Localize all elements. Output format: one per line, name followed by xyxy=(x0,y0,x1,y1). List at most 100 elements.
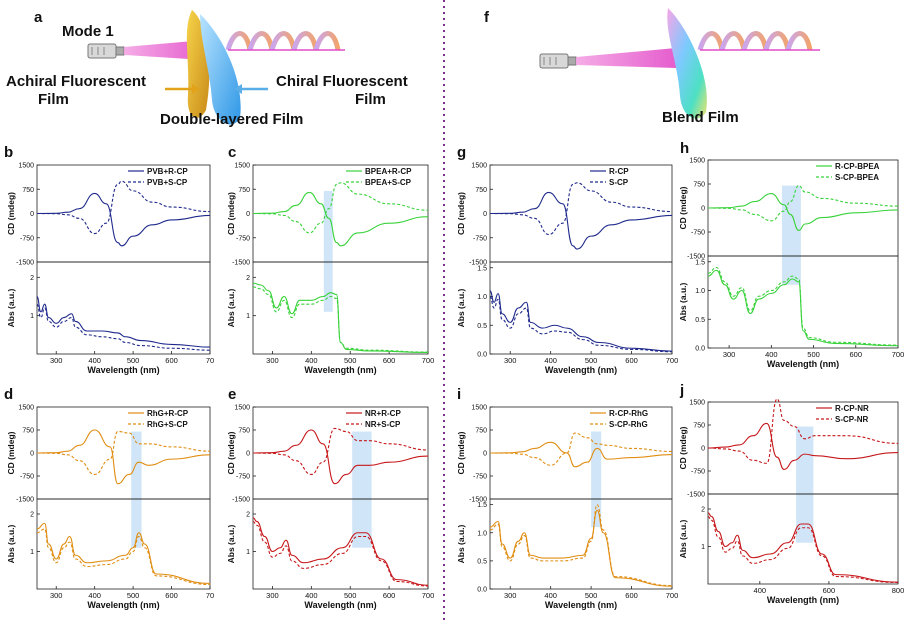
series-line-cd xyxy=(36,192,211,247)
x-tick-label: 500 xyxy=(344,591,357,600)
chart-e: e 1500 750 0 -750 -1500 2 1 300 400 500 600 700 CD (m… xyxy=(226,386,434,610)
x-tick-label: 500 xyxy=(585,356,598,365)
x-tick-label: 800 xyxy=(892,586,905,595)
cd-tick-label: 750 xyxy=(22,428,34,435)
series-line-abs xyxy=(707,512,899,583)
panel-letter-d: d xyxy=(4,386,13,403)
legend-label: RhG+S-CP xyxy=(147,420,188,429)
x-tick-label: 400 xyxy=(544,356,557,365)
cd-tick-label: 750 xyxy=(475,428,487,435)
legend-label: BPEA+S-CP xyxy=(365,178,412,187)
cd-tick-label: 750 xyxy=(238,428,250,435)
legend-label: BPEA+R-CP xyxy=(365,167,412,176)
x-tick-label: 500 xyxy=(344,356,357,365)
cd-tick-label: -1500 xyxy=(687,254,705,261)
series-line-cd xyxy=(489,432,673,466)
x-tick-label: 500 xyxy=(585,591,598,600)
series-line-abs xyxy=(252,286,429,353)
panel-letter-e: e xyxy=(228,386,236,403)
cd-tick-label: -1500 xyxy=(16,260,34,267)
y-axis-label-cd: CD (mdeg) xyxy=(6,192,16,235)
series-line-abs xyxy=(489,290,673,352)
abs-tick-label: 0.0 xyxy=(477,587,487,594)
cd-tick-label: 1500 xyxy=(234,405,250,412)
y-axis-label-abs: Abs (a.u.) xyxy=(678,519,688,558)
x-tick-label: 400 xyxy=(765,350,778,359)
x-tick-label: 500 xyxy=(127,591,140,600)
schematic-blend: f Blend Film xyxy=(484,8,820,126)
abs-tick-label: 1.5 xyxy=(477,265,487,272)
legend-label: S-CP-BPEA xyxy=(835,173,879,182)
abs-tick-label: 1.0 xyxy=(695,288,705,295)
series-line-abs xyxy=(489,509,673,587)
series-line-cd xyxy=(489,182,673,236)
x-tick-label: 600 xyxy=(383,591,396,600)
y-axis-label-abs: Abs (a.u.) xyxy=(456,524,466,563)
series-line-abs xyxy=(36,522,211,584)
highlight-band xyxy=(323,190,333,312)
abs-tick-label: 0.5 xyxy=(695,317,705,324)
x-axis-label: Wavelength (nm) xyxy=(767,359,839,369)
cd-tick-label: 1500 xyxy=(689,400,705,407)
chart-c: c 1500 750 0 -750 -1500 2 1 300 400 500 600 700 CD (m… xyxy=(226,144,434,375)
abs-tick-label: 1.0 xyxy=(477,294,487,301)
series-line-abs xyxy=(36,528,211,586)
legend-label: R-CP xyxy=(609,167,629,176)
abs-frame xyxy=(36,498,211,590)
abs-tick-label: 1.5 xyxy=(695,259,705,266)
x-axis-label: Wavelength (nm) xyxy=(87,600,159,610)
series-line-cd xyxy=(707,398,899,464)
cd-tick-label: 750 xyxy=(693,182,705,189)
cd-tick-label: -750 xyxy=(20,474,34,481)
y-axis-label-abs: Abs (a.u.) xyxy=(678,282,688,321)
blend-caption: Blend Film xyxy=(662,109,739,126)
series-line-cd xyxy=(36,429,211,485)
legend-label: RhG+R-CP xyxy=(147,409,189,418)
abs-tick-label: 0.0 xyxy=(695,346,705,353)
series-line-abs xyxy=(252,520,429,587)
x-tick-label: 400 xyxy=(88,356,101,365)
legend-label: R-CP-NR xyxy=(835,404,869,413)
series-line-cd xyxy=(707,185,899,222)
x-tick-label: 400 xyxy=(305,356,318,365)
cd-tick-label: 0 xyxy=(30,211,34,218)
abs-tick-label: 2 xyxy=(30,512,34,519)
series-line-cd xyxy=(707,422,899,471)
legend-label: PVB+S-CP xyxy=(147,178,188,187)
cd-tick-label: 1500 xyxy=(18,163,34,170)
y-axis-label-cd: CD (mdeg) xyxy=(6,431,16,474)
y-axis-label-abs: Abs (a.u.) xyxy=(226,524,236,563)
panel-letter-h: h xyxy=(680,140,689,157)
abs-tick-label: 2 xyxy=(30,275,34,282)
abs-tick-label: 0.5 xyxy=(477,558,487,565)
x-tick-label: 600 xyxy=(850,350,863,359)
panel-letter-g: g xyxy=(457,144,466,161)
cd-tick-label: -750 xyxy=(473,235,487,242)
abs-tick-label: 2 xyxy=(246,512,250,519)
series-line-cd xyxy=(489,441,673,468)
x-tick-label: 700 xyxy=(892,350,905,359)
y-axis-label-cd: CD (mdeg) xyxy=(226,192,236,235)
x-tick-label: 500 xyxy=(127,356,140,365)
abs-tick-label: 2 xyxy=(246,275,250,282)
cd-tick-label: 0 xyxy=(246,451,250,458)
cd-tick-label: 0 xyxy=(701,206,705,213)
y-axis-label-cd: CD (mdeg) xyxy=(678,426,688,469)
panel-letter-f: f xyxy=(484,9,490,26)
cd-tick-label: 0 xyxy=(483,211,487,218)
series-line-cd xyxy=(252,427,429,476)
mode-label: Mode 1 xyxy=(62,23,114,40)
x-axis-label: Wavelength (nm) xyxy=(545,365,617,375)
abs-tick-label: 1 xyxy=(246,549,250,556)
x-tick-label: 300 xyxy=(504,591,517,600)
highlight-band xyxy=(781,185,801,285)
cd-tick-label: 1500 xyxy=(471,405,487,412)
series-line-abs xyxy=(489,295,673,353)
cd-tick-label: 750 xyxy=(693,423,705,430)
panel-letter-c: c xyxy=(228,144,236,161)
x-tick-label: 300 xyxy=(504,356,517,365)
abs-tick-label: 2 xyxy=(701,507,705,514)
x-tick-label: 400 xyxy=(88,591,101,600)
